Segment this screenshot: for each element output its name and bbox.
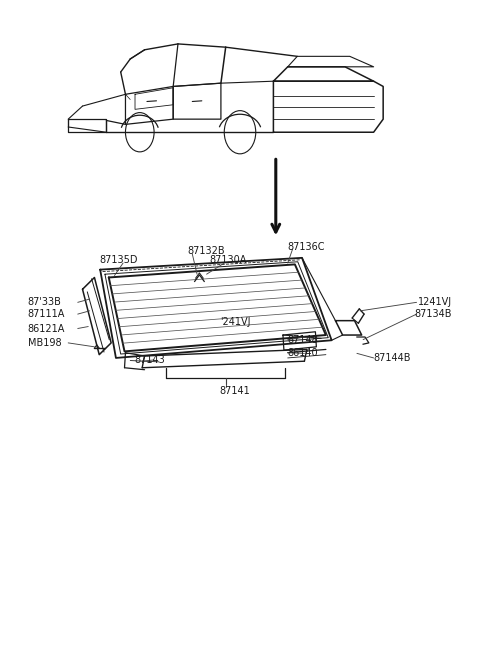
Text: 87'33B: 87'33B [28,298,61,307]
Text: 87141: 87141 [220,386,251,396]
Text: 87130A: 87130A [209,255,247,265]
Text: 87148: 87148 [288,334,318,345]
Text: 86121A: 86121A [28,323,65,334]
Text: 87135D: 87135D [99,255,138,265]
Text: 87136C: 87136C [288,242,325,252]
Text: MB198: MB198 [28,338,61,348]
Text: 87143: 87143 [134,355,165,365]
Text: 86140: 86140 [288,348,318,357]
Text: '241VJ: '241VJ [220,317,251,327]
Text: 87144B: 87144B [373,353,411,363]
Text: 87134B: 87134B [415,309,452,319]
Text: 87111A: 87111A [28,309,65,319]
Text: 87132B: 87132B [188,246,226,256]
Text: 1241VJ: 1241VJ [418,298,452,307]
